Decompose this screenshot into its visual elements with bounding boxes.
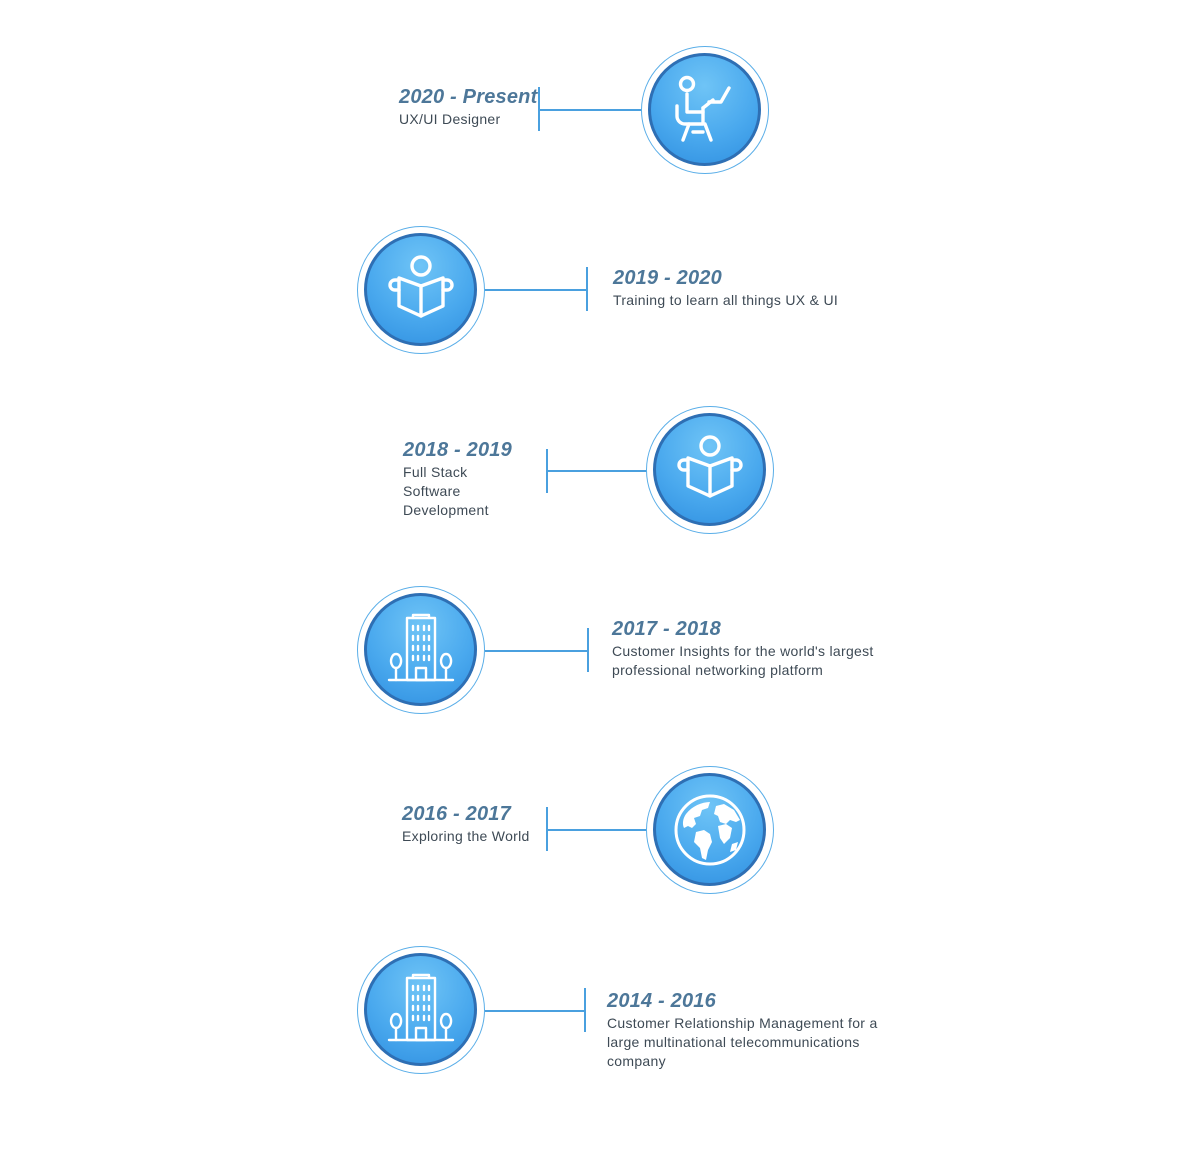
person-reading-icon [387,254,454,318]
icon-badge [641,46,769,174]
entry-years: 2014 - 2016 [607,990,716,1012]
entry-text: 2020 - Present UX/UI Designer [399,85,549,129]
entry-text: 2018 - 2019 Full Stack Software Developm… [403,438,521,520]
person-at-laptop-icon [674,75,731,142]
entry-years: 2017 - 2018 [612,618,721,640]
entry-title: Training to learn all things UX & UI [613,292,839,308]
connector-line [485,289,587,291]
icon-badge [357,946,485,1074]
entry-years: 2018 - 2019 [403,439,512,461]
entry-years: 2019 - 2020 [613,267,722,289]
connector-line [547,470,648,472]
entry-years: 2020 - Present [399,86,538,108]
entry-title: UX/UI Designer [399,111,501,127]
connector-cap [546,807,548,851]
globe-icon [674,794,745,865]
connector-cap [546,449,548,493]
icon-badge [357,586,485,714]
entry-title: Customer Insights for the world's larges… [612,643,874,678]
connector-line [539,109,642,111]
entry-years: 2016 - 2017 [402,803,511,825]
connector-cap [584,988,586,1032]
connector-cap [586,267,588,311]
icon-badge [357,226,485,354]
connector-cap [538,87,540,131]
person-reading-icon [676,434,743,498]
connector-line [485,650,588,652]
entry-title: Full Stack Software Development [403,464,489,518]
entry-title: Exploring the World [402,828,530,844]
office-building-icon [387,613,454,681]
entry-text: 2019 - 2020 Training to learn all things… [613,266,893,310]
icon-badge [646,406,774,534]
entry-text: 2014 - 2016 Customer Relationship Manage… [607,989,907,1071]
entry-text: 2016 - 2017 Exploring the World [402,802,552,846]
connector-line [485,1010,585,1012]
entry-text: 2017 - 2018 Customer Insights for the wo… [612,617,912,680]
office-building-icon [387,973,454,1041]
connector-line [547,829,648,831]
entry-title: Customer Relationship Management for a l… [607,1015,878,1069]
icon-badge [646,766,774,894]
connector-cap [587,628,589,672]
